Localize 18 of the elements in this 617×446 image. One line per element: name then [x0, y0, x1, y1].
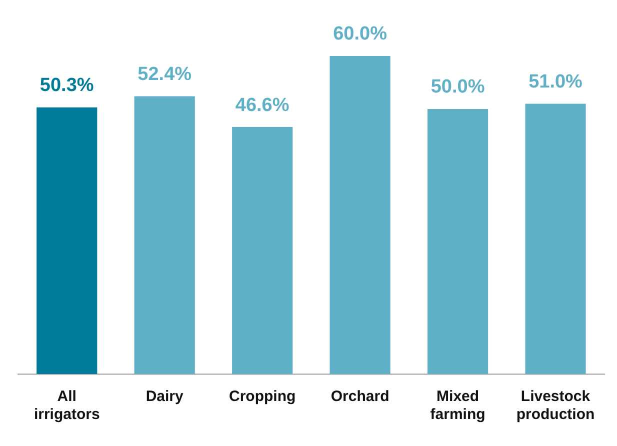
- data-label: 51.0%: [528, 71, 583, 92]
- data-label: 50.0%: [430, 76, 485, 98]
- bar: [134, 96, 195, 374]
- x-tick-label: Mixed farming: [430, 388, 486, 424]
- data-label: 50.3%: [40, 75, 94, 96]
- bar: [36, 107, 98, 374]
- data-label: 60.0%: [333, 24, 388, 45]
- x-tick-label: Cropping: [228, 388, 296, 406]
- x-tick-label: Livestock production: [516, 388, 595, 424]
- bar: [232, 127, 293, 374]
- x-tick-label: All irrigators: [34, 388, 100, 424]
- x-tick-label: Dairy: [146, 388, 184, 406]
- bar: [427, 109, 488, 374]
- data-label: 52.4%: [138, 64, 192, 86]
- x-tick-label: Orchard: [330, 388, 390, 406]
- bar: [330, 56, 390, 374]
- data-label: 46.6%: [235, 94, 290, 116]
- bar: [525, 104, 586, 374]
